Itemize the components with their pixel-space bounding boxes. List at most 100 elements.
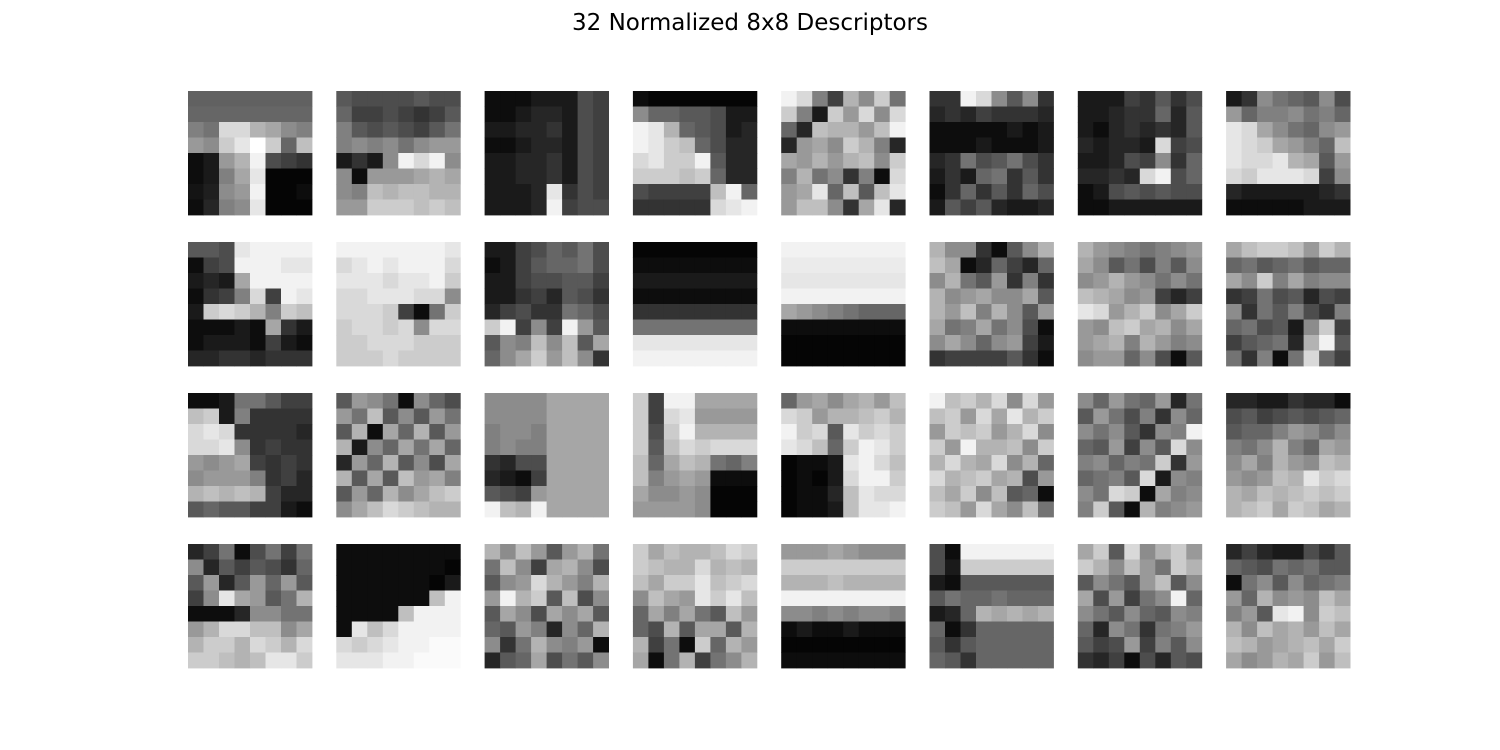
- descriptor-cell: [710, 621, 727, 638]
- descriptor-cell: [203, 288, 220, 305]
- descriptor-cell: [444, 621, 461, 638]
- descriptor-cell: [741, 273, 758, 289]
- descriptor-cell: [945, 350, 961, 367]
- descriptor-cell: [265, 408, 282, 425]
- descriptor-cell: [444, 122, 461, 138]
- descriptor-cell: [843, 335, 860, 351]
- descriptor-cell: [632, 470, 649, 487]
- descriptor-cell: [710, 455, 727, 471]
- descriptor-cell: [1124, 408, 1141, 425]
- descriptor-cell: [843, 621, 860, 638]
- descriptor-cell: [648, 350, 665, 367]
- descriptor-cell: [741, 242, 758, 258]
- descriptor-cell: [1334, 153, 1351, 169]
- descriptor-cell: [1093, 424, 1110, 440]
- descriptor-cell: [694, 153, 711, 169]
- descriptor-cell: [593, 199, 609, 216]
- descriptor-cell: [1124, 652, 1141, 669]
- descriptor-cell: [741, 575, 758, 591]
- descriptor-cell: [577, 621, 594, 638]
- descriptor-cell: [1319, 455, 1335, 471]
- descriptor-cell: [1257, 199, 1273, 216]
- descriptor-19: [484, 393, 609, 518]
- descriptor-cell: [1022, 350, 1039, 367]
- descriptor-cell: [515, 470, 532, 487]
- descriptor-cell: [843, 106, 860, 123]
- descriptor-cell: [1124, 590, 1141, 607]
- descriptor-cell: [1155, 153, 1172, 169]
- descriptor-cell: [413, 304, 430, 320]
- descriptor-cell: [265, 91, 282, 107]
- descriptor-cell: [577, 304, 594, 320]
- descriptor-cell: [796, 652, 813, 669]
- descriptor-cell: [648, 304, 665, 320]
- descriptor-cell: [710, 559, 727, 576]
- descriptor-cell: [1124, 319, 1141, 336]
- descriptor-cell: [648, 319, 665, 336]
- descriptor-cell: [515, 199, 532, 216]
- descriptor-cell: [1241, 91, 1258, 107]
- descriptor-cell: [725, 137, 742, 154]
- descriptor-cell: [843, 168, 860, 185]
- descriptor-cell: [429, 501, 446, 518]
- descriptor-cell: [827, 486, 844, 502]
- descriptor-cell: [874, 257, 891, 274]
- descriptor-cell: [1257, 122, 1273, 138]
- descriptor-cell: [679, 544, 696, 560]
- descriptor-cell: [188, 544, 204, 560]
- descriptor-cell: [1303, 91, 1320, 107]
- descriptor-cell: [1334, 455, 1351, 471]
- descriptor-cell: [843, 559, 860, 576]
- descriptor-cell: [710, 137, 727, 154]
- descriptor-cell: [577, 242, 594, 258]
- descriptor-cell: [1257, 168, 1273, 185]
- descriptor-cell: [679, 273, 696, 289]
- descriptor-cell: [413, 606, 430, 622]
- descriptor-cell: [1108, 544, 1125, 560]
- descriptor-1: [188, 91, 313, 216]
- descriptor-cell: [858, 575, 875, 591]
- descriptor-cell: [484, 350, 501, 367]
- descriptor-cell: [1108, 106, 1125, 123]
- descriptor-cell: [577, 575, 594, 591]
- descriptor-cell: [945, 304, 961, 320]
- descriptor-cell: [250, 439, 266, 456]
- descriptor-cell: [577, 319, 594, 336]
- descriptor-cell: [710, 168, 727, 185]
- descriptor-cell: [188, 455, 204, 471]
- descriptor-cell: [367, 288, 384, 305]
- descriptor-cell: [1241, 288, 1258, 305]
- descriptor-cell: [1303, 288, 1320, 305]
- descriptor-cell: [725, 424, 742, 440]
- descriptor-cell: [444, 424, 461, 440]
- descriptor-cell: [1155, 637, 1172, 653]
- descriptor-cell: [741, 408, 758, 425]
- descriptor-cell: [296, 137, 313, 154]
- descriptor-cell: [1272, 153, 1289, 169]
- descriptor-cell: [1319, 319, 1335, 336]
- descriptor-cell: [1077, 184, 1094, 200]
- descriptor-cell: [725, 122, 742, 138]
- descriptor-cell: [976, 106, 992, 123]
- descriptor-cell: [234, 408, 251, 425]
- descriptor-cell: [577, 137, 594, 154]
- descriptor-cell: [234, 335, 251, 351]
- descriptor-cell: [351, 637, 368, 653]
- descriptor-cell: [812, 273, 829, 289]
- descriptor-cell: [710, 91, 727, 107]
- descriptor-cell: [593, 288, 609, 305]
- descriptor-cell: [1303, 184, 1320, 200]
- descriptor-cell: [725, 606, 742, 622]
- descriptor-cell: [725, 590, 742, 607]
- descriptor-cell: [827, 184, 844, 200]
- descriptor-cell: [1186, 304, 1203, 320]
- descriptor-cell: [1139, 621, 1156, 638]
- descriptor-cell: [1108, 621, 1125, 638]
- descriptor-cell: [351, 486, 368, 502]
- descriptor-cell: [1077, 501, 1094, 518]
- descriptor-cell: [265, 544, 282, 560]
- descriptor-cell: [1022, 288, 1039, 305]
- descriptor-cell: [812, 590, 829, 607]
- descriptor-cell: [188, 319, 204, 336]
- descriptor-cell: [367, 91, 384, 107]
